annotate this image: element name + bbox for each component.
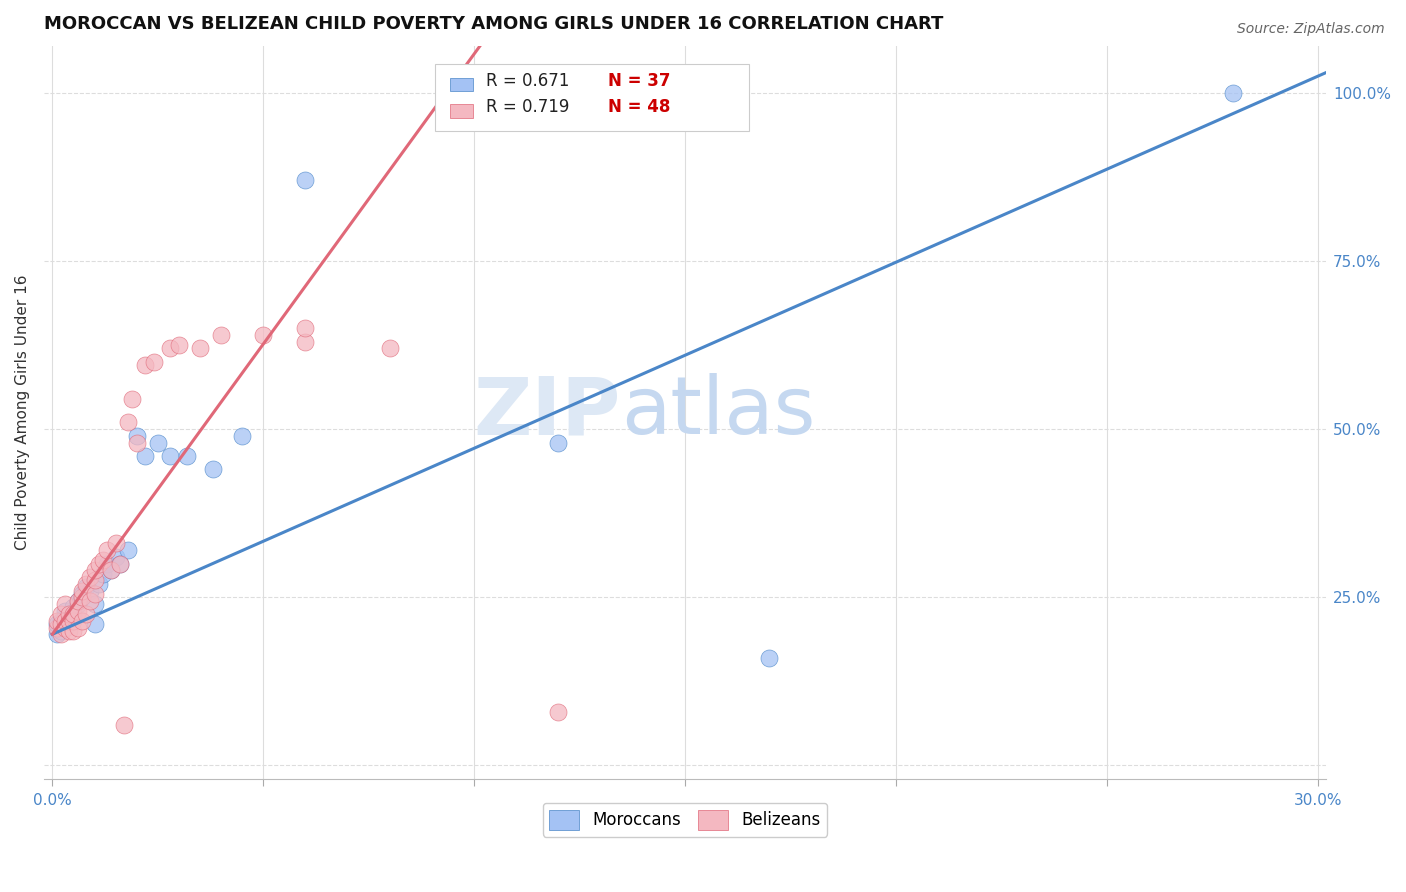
Text: Source: ZipAtlas.com: Source: ZipAtlas.com [1237,22,1385,37]
Point [66,593,89,607]
Point [70,614,93,628]
Point [1222,86,1244,100]
FancyBboxPatch shape [434,64,749,131]
Point [53,604,76,618]
Point [125,429,148,443]
Point [134,358,156,372]
Point [53,597,76,611]
Bar [450,104,474,118]
Point [66,621,89,635]
Point [201,462,224,476]
Point [176,449,198,463]
Point [53,614,76,628]
Point [62,610,84,624]
Point [53,621,76,635]
Point [49,614,72,628]
Point [49,624,72,638]
Point [70,591,93,605]
Point [75,577,97,591]
Point [294,334,316,349]
Legend: Moroccans, Belizeans: Moroccans, Belizeans [543,803,827,837]
Point [75,580,97,594]
Point [45,617,67,632]
Text: MOROCCAN VS BELIZEAN CHILD POVERTY AMONG GIRLS UNDER 16 CORRELATION CHART: MOROCCAN VS BELIZEAN CHILD POVERTY AMONG… [44,15,943,33]
Text: R = 0.719: R = 0.719 [486,98,569,116]
Text: ZIP: ZIP [474,373,621,451]
Point [62,607,84,621]
Text: atlas: atlas [621,373,815,451]
Point [66,597,89,611]
Point [75,607,97,621]
Point [62,624,84,638]
Point [117,543,139,558]
Point [209,327,232,342]
Point [87,577,110,591]
Point [70,591,93,605]
Point [100,563,122,577]
Point [83,574,105,588]
Point [108,557,131,571]
Point [70,587,93,601]
Point [79,583,101,598]
Point [45,614,67,628]
Point [231,429,253,443]
Point [53,621,76,635]
Point [66,593,89,607]
Point [108,557,131,571]
Point [547,435,569,450]
Point [58,614,80,628]
Bar [450,78,474,91]
Point [91,566,114,581]
Point [112,718,135,732]
Point [62,614,84,628]
Point [87,557,110,571]
Point [167,338,190,352]
Point [96,543,118,558]
Point [188,342,211,356]
Point [146,435,169,450]
Point [96,557,118,571]
Point [142,355,165,369]
Point [159,449,181,463]
Point [79,593,101,607]
Text: R = 0.671: R = 0.671 [486,72,569,90]
Point [134,449,156,463]
Point [294,321,316,335]
Point [104,536,127,550]
Point [45,621,67,635]
Point [83,563,105,577]
Point [125,435,148,450]
Point [159,342,181,356]
Point [58,607,80,621]
Point [49,617,72,632]
Text: N = 37: N = 37 [607,72,671,90]
Point [378,342,401,356]
Text: N = 48: N = 48 [607,98,671,116]
Y-axis label: Child Poverty Among Girls Under 16: Child Poverty Among Girls Under 16 [15,275,30,550]
Point [83,587,105,601]
Point [91,553,114,567]
Point [70,583,93,598]
Point [83,597,105,611]
Point [121,392,143,406]
Point [49,627,72,641]
Point [45,627,67,641]
Point [758,650,780,665]
Point [117,416,139,430]
Point [62,600,84,615]
Point [252,327,274,342]
Point [66,604,89,618]
Point [58,624,80,638]
Point [294,173,316,187]
Point [83,617,105,632]
Point [58,614,80,628]
Point [49,607,72,621]
Point [100,563,122,577]
Point [104,549,127,564]
Point [58,607,80,621]
Point [79,570,101,584]
Point [547,705,569,719]
Point [53,610,76,624]
